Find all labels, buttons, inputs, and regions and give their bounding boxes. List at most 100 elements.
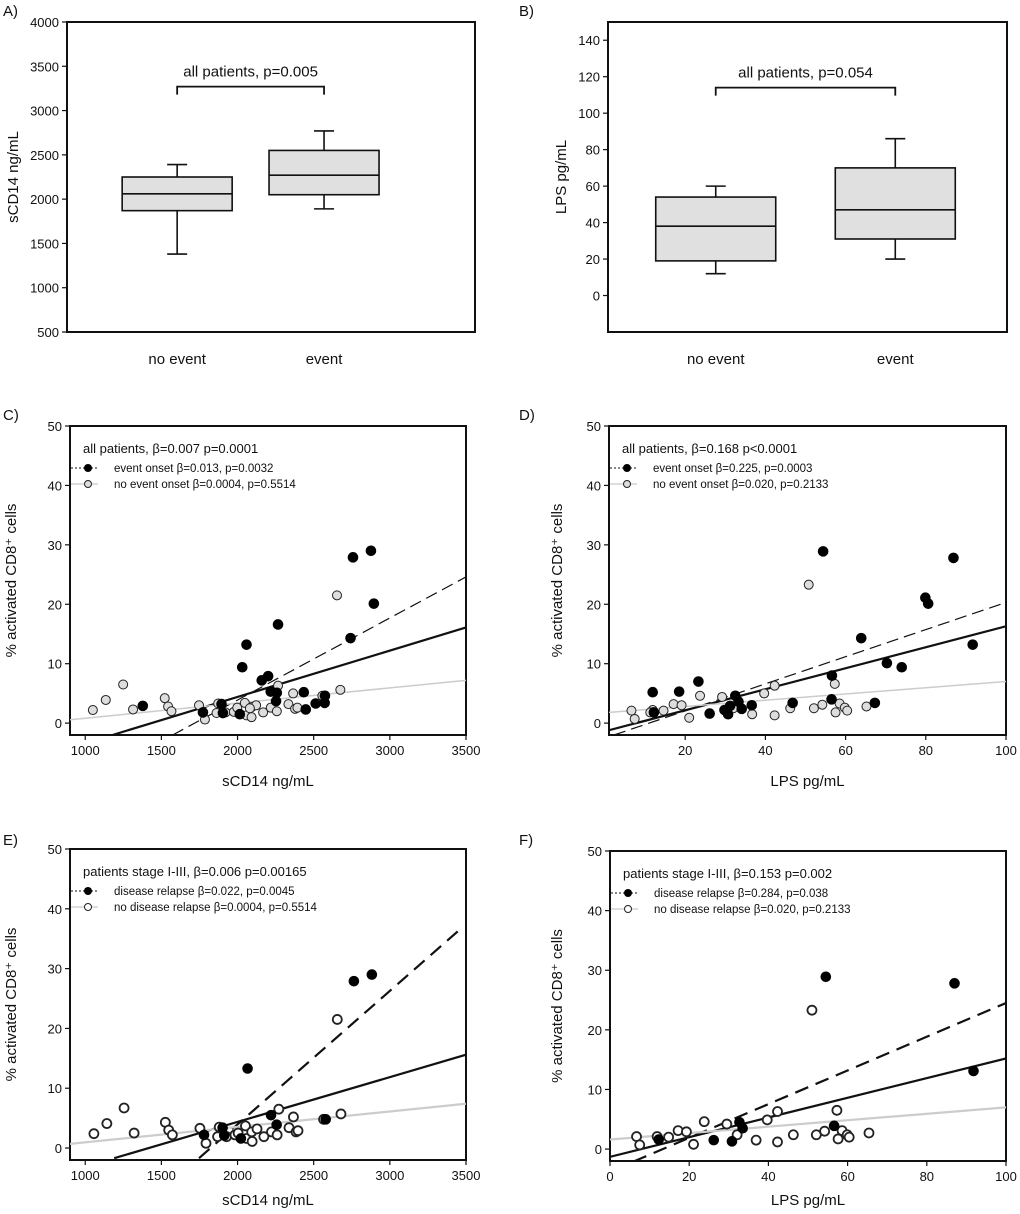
open-point [258,707,269,718]
data-points [88,969,378,1149]
filled-point [320,1114,332,1125]
open-point [769,680,780,691]
open-point [747,709,758,720]
y-tick-label: 10 [48,657,62,672]
legend-title: patients stage I-III, β=0.006 p=0.00165 [83,864,307,879]
x-tick-label: 3000 [375,1168,404,1183]
panel-b: B) 0 20 40 60 80 100 120 140 LPS pg/mL no event eve… [519,3,1008,368]
y-tick-label: 0 [593,289,600,304]
y-axis-label: LPS pg/mL [553,140,570,214]
y-tick-label: 0 [55,1141,62,1156]
filled-point [817,546,829,557]
fit-line-all [609,625,1006,732]
open-point [819,1125,831,1137]
significance-bracket [176,85,325,95]
filled-point [708,1134,720,1146]
y-tick-label: 40 [588,904,602,919]
filled-point [347,552,359,563]
filled-point [235,1133,247,1144]
filled-point [198,1129,210,1141]
filled-point [310,698,321,709]
filled-point [855,632,867,644]
panel-label: F) [519,832,533,849]
legend-entry-open: no event onset β=0.020, p=0.2133 [653,479,828,491]
panel-label: D) [519,407,535,424]
open-point [246,712,257,723]
open-point [721,1118,733,1130]
x-category-label: event [306,351,344,368]
open-point [331,1014,343,1025]
x-tick-label: 3500 [452,1168,481,1183]
box-0 [654,185,777,275]
legend-entry-filled: event onset β=0.013, p=0.0032 [114,463,273,475]
filled-point [737,1122,748,1134]
filled-point [968,1065,979,1077]
legend: all patients, β=0.168 p<0.0001 event onse… [610,441,828,491]
open-point [128,1127,140,1139]
y-tick-label: 10 [588,1082,602,1097]
open-point [100,694,111,705]
box-iqr [654,196,777,262]
filled-point [724,700,736,712]
y-tick-label: 30 [48,962,62,977]
legend-title: all patients, β=0.007 p=0.0001 [83,441,258,456]
y-tick-label: 4000 [30,15,59,30]
open-point [717,691,728,702]
y-tick-label: 120 [578,70,600,85]
open-point [831,1104,843,1116]
open-point [688,1138,699,1150]
open-point [87,705,98,716]
filled-point [345,632,356,644]
filled-point [270,695,282,707]
legend-entry-filled: event onset β=0.225, p=0.0003 [653,463,812,475]
panel-label: A) [3,3,18,20]
box-1 [834,137,957,260]
filled-point [365,545,377,557]
legend-entry-open: no disease relapse β=0.020, p=0.2133 [654,904,851,916]
filled-point [197,707,209,718]
y-tick-label: 500 [37,325,59,340]
legend-entry-open: no event onset β=0.0004, p=0.5514 [114,479,296,491]
box-0 [121,163,233,255]
open-point [101,1118,113,1129]
fit-lines [70,927,466,1160]
panel-e: E) 0 10 20 30 40 50 % activated CD8⁺ cells 1000 1… [3,832,480,1209]
open-point [240,1120,251,1132]
panel-d: D) 0 10 20 30 40 50 % activated CD8⁺ cells 20 40 6… [519,407,1017,790]
open-point [118,679,129,690]
x-axis-label: sCD14 ng/mL [222,773,314,790]
y-axis-label: % activated CD8⁺ cells [3,504,20,658]
x-tick-label: 80 [920,1169,934,1184]
filled-point [828,1120,840,1132]
fit-line-filled [198,927,462,1160]
panel-f: F) 0 10 20 30 40 50 % activated CD8⁺ cells 0 20 40… [519,832,1017,1209]
filled-point [746,699,758,711]
fit-line-all [610,1057,1006,1158]
y-tick-label: 10 [587,657,601,672]
open-point [843,1131,855,1143]
open-point [288,688,299,699]
panel-a: A) 500 1000 1500 2000 2500 3000 3500 4000 sCD14 n… [3,3,476,368]
box-1 [268,130,380,210]
fit-line-open [609,680,1006,714]
open-point [292,702,303,713]
open-point [787,1129,799,1141]
legend-entry-filled: disease relapse β=0.284, p=0.038 [654,888,828,900]
filled-point [787,697,798,709]
y-tick-label: 30 [587,538,601,553]
x-tick-label: 60 [838,743,852,758]
x-tick-label: 1000 [71,1168,100,1183]
x-category-label: event [877,351,915,368]
open-point [634,1139,646,1151]
filled-point [648,707,660,718]
y-axis-label: sCD14 ng/mL [5,131,22,223]
filled-point [300,704,312,715]
x-tick-label: 2500 [299,743,328,758]
y-tick-label: 3500 [30,59,59,74]
significance-annotation: all patients, p=0.054 [738,65,873,82]
open-point [817,699,828,710]
x-tick-label: 60 [840,1169,854,1184]
open-point [629,713,640,724]
open-point [658,705,669,716]
open-point [695,690,706,701]
